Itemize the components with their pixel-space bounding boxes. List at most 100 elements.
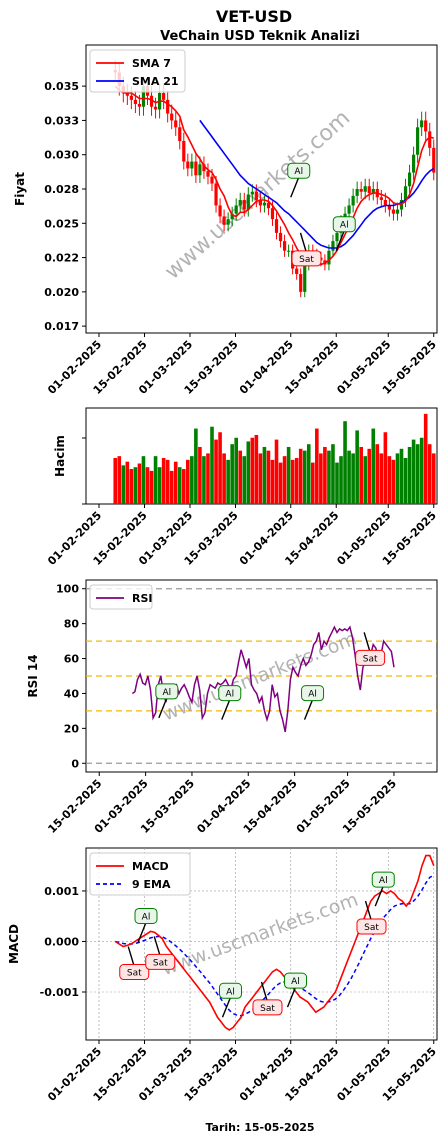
signal-label: Al	[379, 876, 388, 886]
signal-label: Sat	[364, 923, 379, 933]
candle-body	[347, 205, 351, 214]
volume-bar	[286, 446, 291, 504]
candle-body	[428, 131, 432, 148]
volume-bar	[375, 444, 380, 504]
volume-bar	[202, 456, 206, 504]
signal-box	[301, 685, 325, 702]
signal-arrow	[335, 230, 345, 251]
signal-box	[284, 972, 307, 989]
volume-bar	[149, 470, 154, 504]
candle-body	[149, 95, 154, 107]
candle-body	[190, 161, 194, 169]
candle-body	[295, 268, 299, 275]
candle-body	[153, 106, 158, 110]
volume-bar	[222, 453, 226, 504]
volume-bar	[315, 428, 319, 504]
signal-label: Sat	[153, 958, 168, 968]
signal-label: Sat	[260, 1004, 275, 1014]
volume-panel: 01-02-202515-02-202501-03-202515-03-2025…	[45, 407, 439, 568]
candle-body	[299, 274, 303, 292]
volume-bar	[169, 470, 174, 504]
volume-bar	[423, 413, 428, 504]
signal-box	[218, 685, 242, 702]
volume-bar	[234, 437, 238, 504]
signal-label: Al	[308, 690, 317, 700]
volume-bar	[294, 458, 299, 504]
candle-body	[206, 171, 210, 177]
signal-arrow	[374, 885, 384, 907]
y-tick-label: 80	[64, 618, 80, 631]
candle-body	[238, 199, 242, 206]
signal-box	[287, 162, 311, 179]
y-tick-label: 40	[64, 687, 80, 700]
candle-body	[129, 95, 133, 100]
signal-label: Sat	[127, 969, 142, 979]
y-tick-label: 0.000	[44, 935, 79, 948]
signal-arrow	[364, 900, 373, 922]
volume-bar	[238, 450, 243, 504]
volume-bar	[331, 444, 335, 504]
volume-bar	[214, 439, 218, 504]
volume-bar	[274, 439, 279, 504]
candle-body	[303, 264, 307, 292]
signal-box	[291, 250, 322, 267]
volume-bar	[250, 437, 255, 504]
signal-arrow	[260, 981, 269, 1003]
volume-bar	[383, 432, 388, 504]
volume-bar	[395, 453, 400, 504]
volume-bar	[218, 432, 222, 504]
candle-body	[391, 209, 396, 214]
legend-label: RSI	[132, 592, 153, 605]
volume-bar	[254, 435, 259, 504]
candle-body	[178, 127, 182, 141]
candle-body	[335, 232, 339, 242]
candle-body	[424, 120, 428, 132]
volume-bar	[270, 459, 275, 504]
volume-bar	[347, 450, 351, 504]
volume-bar	[298, 448, 303, 504]
signal-arrow	[303, 699, 314, 720]
candle-body	[170, 113, 174, 121]
volume-bar	[165, 459, 170, 504]
signal-box	[252, 999, 283, 1016]
volume-bar	[411, 439, 416, 504]
sma21-line	[199, 119, 435, 249]
y-tick-label: -0.001	[40, 986, 79, 999]
volume-bar	[379, 453, 384, 504]
volume-bar	[306, 444, 311, 504]
volume-bar	[363, 456, 368, 504]
volume-bar	[206, 453, 210, 504]
volume-bar	[121, 465, 126, 504]
candle-body	[351, 195, 355, 206]
volume-bar	[266, 450, 271, 504]
signal-arrow	[158, 697, 168, 719]
candle-body	[125, 93, 129, 96]
volume-bar	[177, 467, 182, 504]
figure-subtitle: VeChain USD Teknik Analizi	[160, 29, 360, 44]
signal-arrow	[221, 997, 232, 1018]
legend-label: SMA 7	[132, 57, 171, 70]
candle-body	[379, 197, 383, 200]
candle-body	[186, 161, 190, 169]
signal-arrow	[137, 922, 147, 943]
volume-bar	[427, 444, 432, 504]
signal-label: Al	[294, 167, 303, 177]
volume-bar	[137, 463, 142, 504]
figure-title: VET-USD	[216, 7, 292, 26]
volume-bar	[371, 428, 376, 504]
candle-body	[274, 219, 279, 233]
candle-body	[287, 250, 291, 252]
legend-box	[89, 584, 153, 610]
y-axis-label: Fiyat	[13, 172, 27, 206]
volume-bar	[323, 446, 327, 504]
candle-body	[262, 202, 267, 206]
candle-body	[371, 189, 375, 194]
signal-box	[145, 953, 176, 970]
candle-body	[355, 189, 359, 196]
candle-body	[403, 186, 408, 200]
volume-bar	[113, 458, 118, 504]
candle-body	[278, 232, 283, 242]
